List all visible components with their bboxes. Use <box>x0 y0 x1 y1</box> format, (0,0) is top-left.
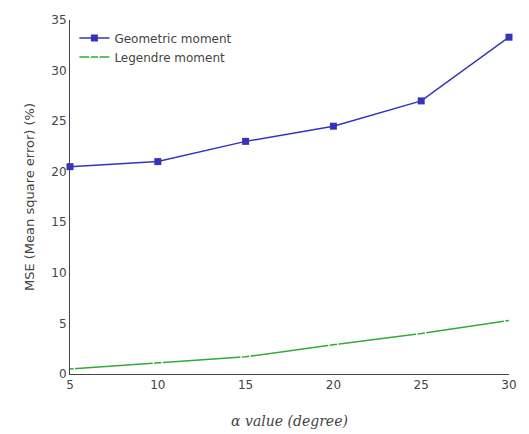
svg-text:15: 15 <box>51 215 66 229</box>
svg-text:20: 20 <box>326 378 341 392</box>
svg-text:5: 5 <box>59 317 67 331</box>
svg-text:Legendre moment: Legendre moment <box>114 51 225 65</box>
svg-text:10: 10 <box>150 378 165 392</box>
svg-text:25: 25 <box>414 378 429 392</box>
svg-text:10: 10 <box>51 266 66 280</box>
svg-text:20: 20 <box>51 165 66 179</box>
svg-text:5: 5 <box>66 378 74 392</box>
svg-text:35: 35 <box>51 13 66 27</box>
svg-text:25: 25 <box>51 114 66 128</box>
svg-text:0: 0 <box>59 367 67 381</box>
svg-text:Geometric moment: Geometric moment <box>114 32 231 46</box>
svg-text:α value (degree): α value (degree) <box>231 413 348 429</box>
svg-text:30: 30 <box>51 64 66 78</box>
svg-text:MSE (Mean square error) (%): MSE (Mean square error) (%) <box>22 103 37 291</box>
svg-text:30: 30 <box>501 378 516 392</box>
svg-text:15: 15 <box>238 378 253 392</box>
